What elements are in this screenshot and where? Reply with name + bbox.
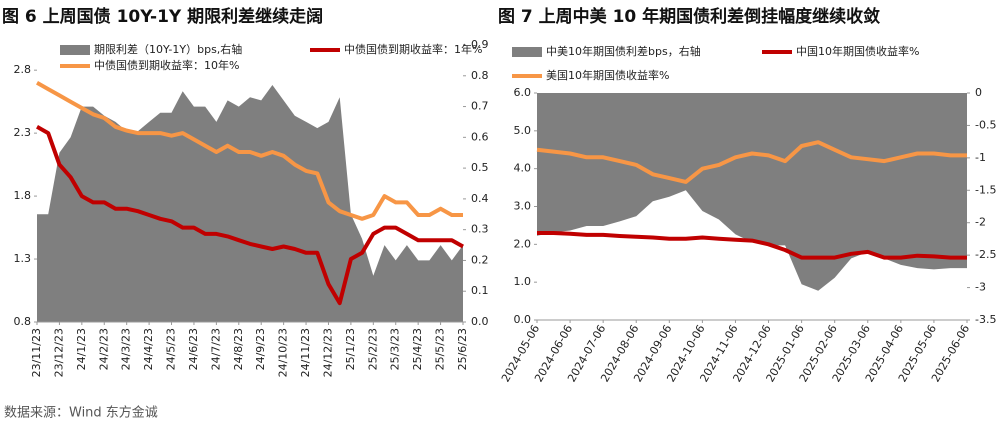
y2-tick-label: -1.5 [975, 183, 996, 196]
legend-label: 中国10年期国债收益率% [796, 44, 919, 58]
y-tick-label: 2.3 [14, 126, 32, 139]
y2-tick-label: 0.6 [471, 130, 489, 143]
line [537, 231, 967, 260]
y2-tick-label: 0.9 [471, 38, 489, 51]
y-tick-label: 0.8 [14, 315, 32, 328]
x-tick-label: 25/1/23 [344, 328, 357, 370]
y-tick-label: 1.8 [14, 189, 32, 202]
y2-tick-label: 0.7 [471, 100, 489, 113]
y2-tick-label: -1 [975, 151, 986, 164]
x-tick-label: 24/8/23 [232, 328, 245, 370]
x-tick-label: 24/12/23 [321, 328, 334, 377]
line [36, 125, 464, 306]
x-tick-label: 25/5/23 [434, 328, 447, 370]
y-tick-label: 1.0 [514, 275, 532, 288]
y-tick-label: 2.0 [514, 237, 532, 250]
x-tick-label: 24/5/23 [165, 328, 178, 370]
y2-tick-label: -2.5 [975, 248, 996, 261]
y2-tick-label: -0.5 [975, 118, 996, 131]
line [536, 140, 967, 184]
y-tick-label: 5.0 [514, 124, 532, 137]
line [36, 81, 463, 221]
y-tick-label: 6.0 [514, 86, 532, 99]
x-tick-label: 25/3/23 [389, 328, 402, 370]
x-tick-label: 25/4/23 [411, 328, 424, 370]
y2-tick-label: 0.5 [471, 161, 489, 174]
x-tick-label: 23/12/23 [52, 328, 65, 377]
y2-tick-label: 0.8 [471, 69, 489, 82]
y2-tick-label: 0.4 [471, 192, 489, 205]
y2-tick-label: 0.1 [471, 284, 489, 297]
legend-swatch [512, 47, 542, 57]
y-tick-label: 0.0 [514, 313, 532, 326]
legend-label: 中债国债到期收益率：10年% [94, 58, 239, 72]
y2-tick-label: -3.5 [975, 313, 996, 326]
y-tick-label: 4.0 [514, 162, 532, 175]
legend-label: 期限利差（10Y-1Y）bps,右轴 [94, 42, 242, 56]
x-tick-label: 23/11/23 [30, 328, 43, 377]
x-tick-label: 24/10/23 [277, 328, 290, 377]
y2-tick-label: 0.2 [471, 253, 489, 266]
x-tick-label: 24/3/23 [120, 328, 133, 370]
x-tick-label: 24/7/23 [209, 328, 222, 370]
x-tick-label: 24/11/23 [299, 328, 312, 377]
x-tick-label: 24/9/23 [254, 328, 267, 370]
legend-label: 美国10年期国债收益率% [546, 68, 669, 82]
x-tick-label: 24/6/23 [187, 328, 200, 370]
x-tick-label: 25/2/23 [366, 328, 379, 370]
y2-tick-label: -2 [975, 216, 986, 229]
x-tick-label: 24/1/23 [75, 328, 88, 370]
y2-tick-label: 0.3 [471, 223, 489, 236]
y-tick-label: 2.8 [14, 63, 32, 76]
y-tick-label: 1.3 [14, 252, 32, 265]
x-tick-label: 24/2/23 [97, 328, 110, 370]
y2-tick-label: -3 [975, 281, 986, 294]
chart-title: 图 7 上周中美 10 年期国债利差倒挂幅度继续收敛 [498, 6, 880, 27]
y2-tick-label: 0 [975, 86, 982, 99]
legend-swatch [60, 45, 90, 55]
source: 数据来源：Wind 东方金诚 [4, 405, 158, 421]
y-tick-label: 3.0 [514, 200, 532, 213]
chart-title: 图 6 上周国债 10Y-1Y 期限利差继续走阔 [2, 6, 323, 27]
legend-label: 中美10年期国债利差bps，右轴 [546, 44, 701, 58]
y2-tick-label: 0.0 [471, 315, 489, 328]
area [37, 85, 463, 322]
area [537, 93, 967, 291]
legend-label: 中债国债到期收益率：1年% [344, 42, 482, 56]
x-tick-label: 25/6/23 [456, 328, 469, 370]
x-tick-label: 24/4/23 [142, 328, 155, 370]
